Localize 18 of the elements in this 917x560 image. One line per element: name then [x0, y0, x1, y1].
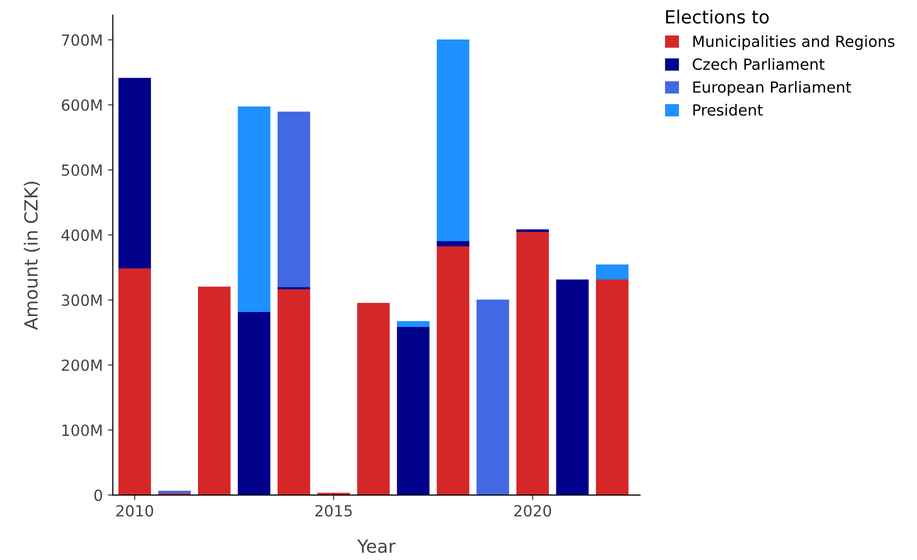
legend-label: Czech Parliament: [692, 58, 824, 70]
y-axis-title: Amount (in CZK): [24, 182, 40, 330]
y-tick-label: 700M: [62, 34, 102, 46]
y-tick-label: 400M: [61, 229, 102, 241]
y-tick-label: 500M: [62, 164, 102, 176]
x-tick-label: 2020: [514, 505, 552, 517]
legend-label: European Parliament: [693, 81, 852, 96]
y-tick-label: 200M: [62, 359, 102, 371]
legend-title: Elections to: [666, 10, 769, 24]
y-tick-label: 0: [94, 490, 102, 502]
legend-label: President: [693, 104, 763, 116]
y-tick-label: 300M: [62, 294, 102, 306]
x-tick-label: 2015: [315, 505, 352, 517]
y-tick-label: 600M: [62, 99, 102, 111]
x-axis-title: Year: [357, 540, 396, 553]
y-tick-label: 100M: [62, 424, 102, 436]
x-tick-label: 2010: [116, 505, 154, 517]
legend-label: Municipalities and Regions: [693, 35, 894, 50]
